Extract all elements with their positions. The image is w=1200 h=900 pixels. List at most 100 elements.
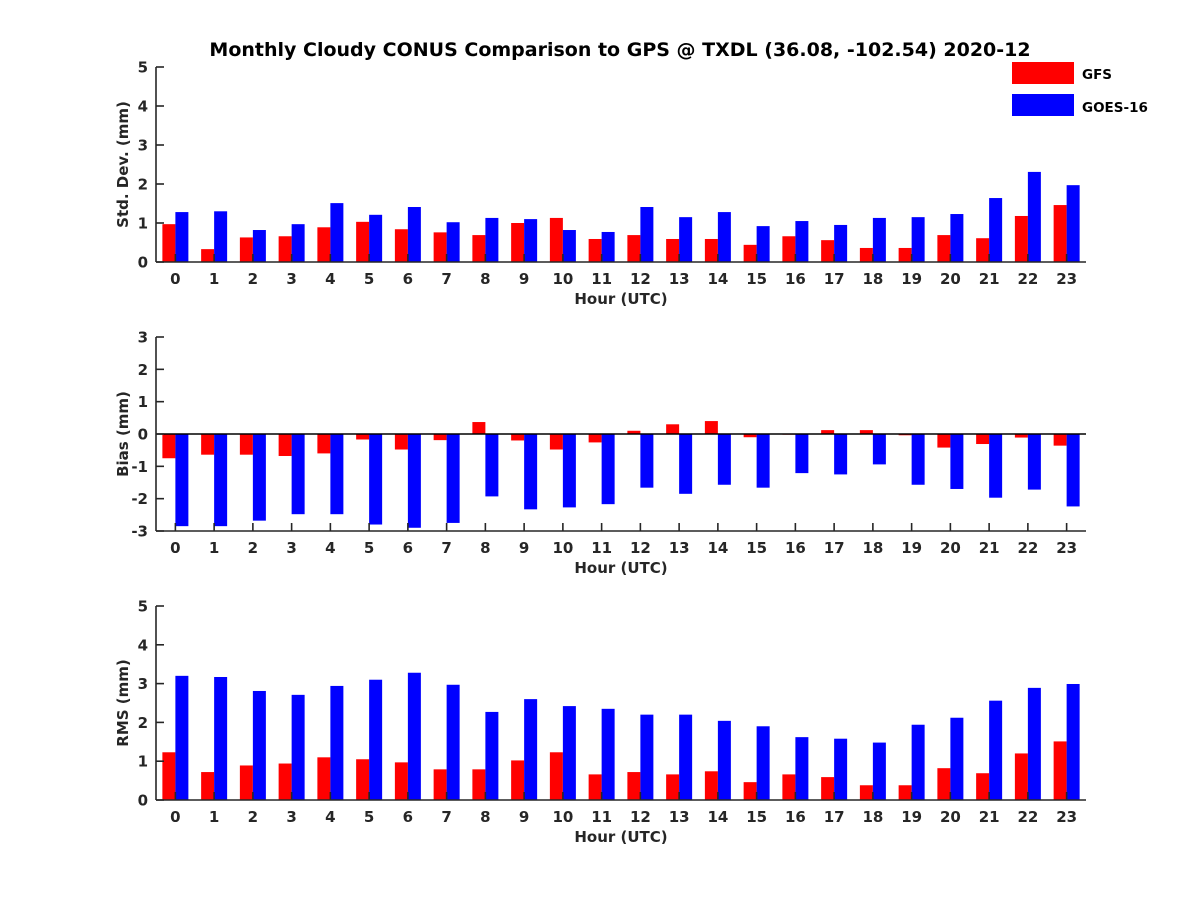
x-tick-label-rms: 14 bbox=[707, 808, 728, 826]
x-tick-label-std: 11 bbox=[591, 270, 612, 288]
x-tick-label-rms: 6 bbox=[403, 808, 413, 826]
bar-rms-gfs-h5 bbox=[356, 759, 370, 800]
bar-rms-gfs-h8 bbox=[472, 769, 486, 800]
bar-bias-goes16-h15 bbox=[756, 434, 770, 488]
y-tick-label-rms: 1 bbox=[138, 753, 148, 771]
bar-std-gfs-h23 bbox=[1053, 205, 1067, 262]
x-tick-label-bias: 7 bbox=[441, 539, 451, 557]
x-tick-label-bias: 17 bbox=[824, 539, 845, 557]
bar-rms-gfs-h23 bbox=[1053, 741, 1067, 800]
bar-bias-gfs-h1 bbox=[201, 434, 215, 455]
x-tick-label-rms: 15 bbox=[746, 808, 767, 826]
bar-bias-goes16-h17 bbox=[834, 434, 848, 475]
bar-std-gfs-h18 bbox=[859, 247, 873, 262]
x-tick-label-std: 14 bbox=[707, 270, 728, 288]
bar-std-gfs-h5 bbox=[356, 221, 370, 262]
bar-bias-gfs-h23 bbox=[1053, 434, 1067, 446]
bar-rms-gfs-h11 bbox=[588, 774, 602, 800]
bar-rms-gfs-h18 bbox=[859, 785, 873, 800]
bar-bias-goes16-h16 bbox=[795, 434, 809, 474]
bar-bias-gfs-h2 bbox=[239, 434, 253, 455]
x-tick-label-rms: 0 bbox=[170, 808, 180, 826]
y-tick-label-std: 4 bbox=[138, 98, 148, 116]
bar-rms-goes16-h3 bbox=[291, 694, 305, 800]
bar-std-goes16-h20 bbox=[950, 214, 964, 262]
x-tick-label-std: 22 bbox=[1017, 270, 1038, 288]
x-tick-label-rms: 5 bbox=[364, 808, 374, 826]
bar-bias-gfs-h7 bbox=[433, 434, 447, 441]
y-tick-label-rms: 4 bbox=[138, 636, 148, 654]
bar-bias-goes16-h5 bbox=[369, 434, 383, 525]
bar-rms-gfs-h7 bbox=[433, 769, 447, 800]
bar-rms-gfs-h16 bbox=[782, 774, 796, 800]
bar-bias-gfs-h8 bbox=[472, 422, 486, 434]
bar-std-gfs-h20 bbox=[937, 235, 951, 262]
x-tick-label-std: 10 bbox=[552, 270, 573, 288]
y-axis-label-std: Std. Dev. (mm) bbox=[114, 101, 132, 228]
bar-rms-goes16-h11 bbox=[601, 708, 615, 800]
bar-std-goes16-h2 bbox=[252, 230, 266, 262]
x-tick-label-bias: 19 bbox=[901, 539, 922, 557]
bar-rms-gfs-h1 bbox=[201, 772, 215, 800]
bar-bias-gfs-h22 bbox=[1014, 434, 1028, 438]
bar-std-goes16-h17 bbox=[834, 224, 848, 262]
x-tick-label-rms: 10 bbox=[552, 808, 573, 826]
bar-bias-goes16-h6 bbox=[407, 434, 421, 528]
x-tick-label-bias: 9 bbox=[519, 539, 529, 557]
y-tick-label-std: 0 bbox=[138, 254, 148, 272]
bar-std-goes16-h7 bbox=[446, 222, 460, 262]
bar-bias-goes16-h11 bbox=[601, 434, 615, 505]
x-tick-label-rms: 19 bbox=[901, 808, 922, 826]
legend: GFS GOES-16 bbox=[1012, 62, 1148, 116]
bar-bias-gfs-h11 bbox=[588, 434, 602, 443]
bar-bias-gfs-h4 bbox=[317, 434, 331, 454]
x-tick-label-std: 4 bbox=[325, 270, 335, 288]
legend-swatch-gfs bbox=[1012, 62, 1074, 84]
y-tick-label-rms: 5 bbox=[138, 598, 148, 616]
bar-std-gfs-h0 bbox=[162, 224, 176, 262]
bar-std-goes16-h3 bbox=[291, 224, 305, 262]
bar-std-gfs-h7 bbox=[433, 232, 447, 262]
bar-bias-goes16-h10 bbox=[562, 434, 576, 508]
bar-bias-gfs-h20 bbox=[937, 434, 951, 448]
x-tick-label-bias: 13 bbox=[669, 539, 690, 557]
bar-bias-goes16-h9 bbox=[524, 434, 538, 510]
bar-bias-goes16-h20 bbox=[950, 434, 964, 489]
bar-std-gfs-h12 bbox=[627, 235, 641, 262]
bar-rms-goes16-h1 bbox=[214, 677, 228, 800]
bar-std-goes16-h5 bbox=[369, 214, 383, 262]
y-tick-label-bias: -2 bbox=[131, 490, 148, 508]
y-tick-label-bias: 2 bbox=[138, 361, 148, 379]
x-tick-label-std: 5 bbox=[364, 270, 374, 288]
bar-std-goes16-h12 bbox=[640, 207, 654, 262]
bar-rms-gfs-h15 bbox=[743, 782, 757, 800]
bar-rms-goes16-h16 bbox=[795, 737, 809, 800]
bar-std-goes16-h23 bbox=[1066, 185, 1080, 262]
x-tick-label-std: 20 bbox=[940, 270, 961, 288]
bar-rms-gfs-h6 bbox=[394, 762, 408, 800]
x-tick-label-bias: 15 bbox=[746, 539, 767, 557]
bar-std-goes16-h0 bbox=[175, 212, 189, 262]
bar-std-goes16-h15 bbox=[756, 226, 770, 262]
bar-rms-gfs-h13 bbox=[666, 774, 680, 800]
bar-std-gfs-h17 bbox=[821, 240, 835, 262]
x-tick-label-std: 9 bbox=[519, 270, 529, 288]
bar-bias-gfs-h17 bbox=[821, 430, 835, 434]
x-tick-label-bias: 18 bbox=[862, 539, 883, 557]
bar-std-gfs-h3 bbox=[278, 236, 292, 262]
bar-std-goes16-h10 bbox=[562, 230, 576, 262]
x-tick-label-rms: 4 bbox=[325, 808, 335, 826]
bar-std-gfs-h15 bbox=[743, 244, 757, 262]
bar-rms-goes16-h4 bbox=[330, 685, 344, 800]
bar-std-gfs-h19 bbox=[898, 247, 912, 262]
bar-rms-gfs-h14 bbox=[704, 771, 718, 800]
bar-std-goes16-h19 bbox=[911, 217, 925, 262]
bar-std-gfs-h1 bbox=[201, 249, 215, 262]
bar-std-gfs-h14 bbox=[704, 238, 718, 262]
legend-swatch-goes16 bbox=[1012, 94, 1074, 116]
bar-std-goes16-h1 bbox=[214, 211, 228, 262]
bar-std-goes16-h4 bbox=[330, 203, 344, 262]
